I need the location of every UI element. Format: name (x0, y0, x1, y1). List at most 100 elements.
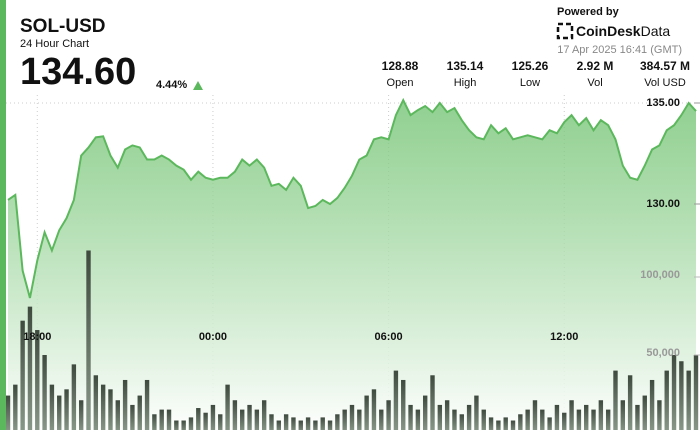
volume-bar (584, 404, 589, 430)
volume-bar (42, 355, 47, 430)
volume-bar (598, 400, 604, 430)
volume-bar (159, 409, 164, 430)
stat-label: High (454, 77, 477, 89)
volume-bar (401, 379, 406, 430)
stat-value: 125.26 (512, 59, 549, 73)
change: 4.44% (156, 79, 187, 91)
volume-bar (657, 400, 662, 430)
stat-label: Low (520, 77, 540, 89)
volume-bar (174, 420, 179, 430)
volume-bar (671, 355, 677, 430)
x-tick-label: 06:00 (375, 331, 403, 343)
volume-bar (86, 250, 91, 430)
volume-tick-label: 50,000 (646, 347, 680, 359)
volume-bar (649, 379, 655, 430)
price-tick-label: 135.00 (646, 97, 680, 109)
volume-bar (283, 414, 289, 430)
volume-bar (203, 412, 208, 430)
volume-bar (291, 417, 296, 430)
volume-bar (166, 409, 172, 430)
volume-bar (320, 417, 325, 430)
volume-bar (620, 400, 626, 430)
volume-bar (137, 395, 142, 430)
up-arrow (193, 81, 203, 90)
volume-bar (554, 404, 560, 430)
subtitle: 24 Hour Chart (20, 38, 89, 50)
volume-bar (218, 414, 223, 430)
volume-bar (635, 404, 640, 430)
volume-bar (100, 384, 106, 430)
volume-bar (525, 409, 530, 430)
volume-bar (510, 420, 516, 430)
volume-bar (276, 420, 282, 430)
volume-tick-label: 100,000 (640, 269, 680, 281)
volume-bar (181, 420, 186, 430)
stat-label: Open (387, 77, 414, 89)
volume-bar (6, 395, 11, 430)
volume-bar (693, 355, 699, 430)
x-tick-label: 12:00 (550, 331, 578, 343)
volume-bar (327, 420, 333, 430)
volume-bar (415, 409, 421, 430)
volume-bar (540, 409, 545, 430)
volume-bar (496, 420, 501, 430)
volume-bar (569, 400, 574, 430)
title: SOL-USD (20, 16, 106, 37)
volume-bar (49, 384, 55, 430)
volume-bar (364, 395, 369, 430)
price: 134.60 (20, 51, 136, 93)
stat-label: Vol USD (644, 77, 686, 89)
volume-bar (35, 330, 40, 430)
x-tick-label: 18:00 (23, 331, 51, 343)
volume-bar (342, 409, 347, 430)
volume-bar (562, 412, 567, 430)
volume-bar (71, 364, 77, 430)
volume-bar (122, 379, 128, 430)
volume-bar (481, 409, 486, 430)
volume-bar (225, 384, 230, 430)
brand-name: CoinDesk (576, 23, 641, 39)
brand: CoinDeskData (576, 23, 670, 39)
stat-value: 384.57 M (640, 59, 690, 73)
volume-bar (357, 409, 362, 430)
volume-bar (93, 375, 99, 430)
volume-bar (605, 409, 611, 430)
volume-bar (240, 409, 245, 430)
volume-bar (13, 384, 18, 430)
volume-bar (144, 379, 150, 430)
volume-bar (627, 375, 633, 430)
stat-value: 2.92 M (577, 59, 614, 73)
price-line (7, 97, 697, 299)
volume-bar (115, 400, 120, 430)
price-area (8, 100, 696, 430)
volume-bar (444, 400, 450, 430)
price-tick-label: 130.00 (646, 198, 680, 210)
accent-bar (0, 0, 6, 430)
volume-bar (64, 389, 69, 430)
volume-bar (349, 404, 355, 430)
timestamp: 17 Apr 2025 16:41 (GMT) (557, 44, 682, 56)
volume-bar (679, 361, 684, 430)
volume-bar (503, 417, 508, 430)
stat-value: 135.14 (447, 59, 484, 73)
volume-bar (335, 414, 340, 430)
volume-bar (232, 400, 238, 430)
volume-bar (488, 417, 494, 430)
volume-bar (518, 414, 523, 430)
stat-label: Vol (587, 77, 602, 89)
volume-bar (298, 420, 303, 430)
volume-bar (452, 409, 457, 430)
volume-bar (371, 389, 377, 430)
volume-bar (408, 404, 413, 430)
volume-bar (305, 417, 311, 430)
volume-bar (108, 389, 113, 430)
volume-bar (576, 409, 582, 430)
volume-bar (686, 370, 691, 430)
volume-bar (57, 395, 62, 430)
volume-bar (188, 417, 194, 430)
logo-icon (556, 22, 574, 40)
volume-bar (196, 408, 201, 430)
volume-bar (459, 414, 464, 430)
volume-bar (261, 400, 267, 430)
